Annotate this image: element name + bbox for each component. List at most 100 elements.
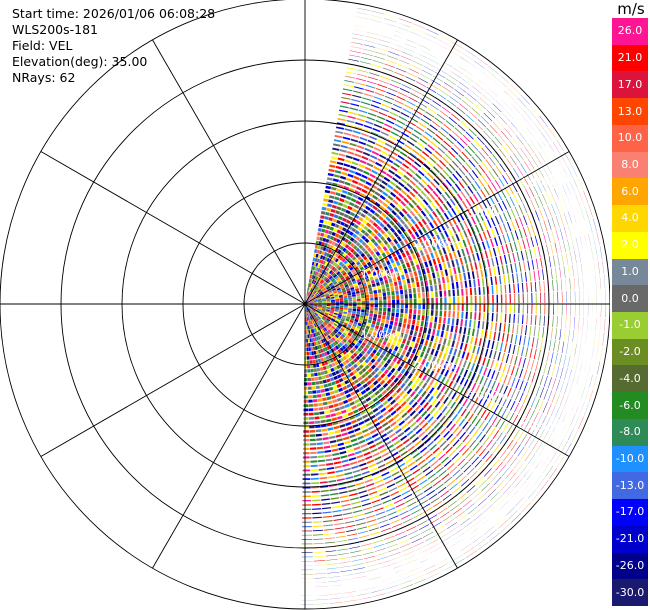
range-gate (406, 140, 415, 147)
range-gate (301, 565, 313, 566)
range-gate (401, 547, 413, 552)
range-gate (337, 157, 345, 162)
range-gate (444, 191, 451, 199)
range-gate (310, 274, 313, 279)
range-gate (313, 306, 318, 309)
range-gate (326, 336, 330, 341)
range-gate (358, 250, 363, 255)
range-label: 5.00km (572, 146, 610, 159)
range-gate (358, 490, 367, 494)
range-gate (403, 216, 409, 222)
range-gate (363, 185, 370, 190)
range-gate (467, 185, 474, 194)
range-gate (348, 297, 352, 300)
range-gate (558, 408, 564, 421)
range-gate (353, 273, 359, 278)
range-gate (309, 301, 314, 303)
range-gate (368, 23, 381, 27)
range-gate (530, 199, 536, 210)
range-gate (388, 278, 393, 283)
range-gate (508, 313, 511, 323)
range-gate (313, 328, 316, 333)
range-gate (357, 69, 369, 73)
range-gate (466, 71, 477, 79)
range-gate (598, 332, 600, 346)
range-gate (340, 318, 345, 322)
range-gate (432, 329, 436, 336)
range-gate (312, 266, 316, 271)
range-gate (565, 253, 569, 265)
range-gate (370, 231, 376, 237)
range-gate (316, 249, 320, 254)
range-gate (438, 316, 442, 324)
range-gate (306, 295, 308, 300)
range-gate (409, 433, 417, 440)
range-gate (306, 296, 309, 301)
range-gate (504, 410, 511, 421)
range-gate (438, 562, 451, 569)
range-gate (413, 246, 418, 253)
range-gate (303, 447, 310, 450)
range-gate (352, 323, 357, 328)
range-gate (429, 54, 441, 61)
range-gate (516, 165, 523, 176)
range-gate (315, 599, 329, 601)
range-gate (314, 258, 318, 262)
range-gate (382, 127, 391, 133)
range-gate (471, 328, 475, 337)
range-gate (348, 308, 352, 311)
range-gate (499, 482, 508, 492)
range-gate (344, 364, 350, 370)
range-gate (554, 242, 558, 254)
range-gate (443, 430, 450, 438)
range-gate (468, 319, 472, 328)
range-gate (333, 281, 338, 285)
range-gate (432, 447, 440, 454)
range-gate (308, 292, 311, 297)
range-gate (320, 419, 326, 424)
range-gate (433, 422, 441, 429)
range-gate (441, 456, 449, 464)
range-gate (379, 523, 390, 528)
range-gate (446, 200, 452, 209)
range-gate (398, 91, 408, 97)
range-gate (430, 202, 437, 209)
range-gate (394, 317, 399, 322)
range-gate (314, 281, 318, 285)
range-gate (409, 191, 416, 198)
range-gate (319, 339, 323, 344)
range-gate (356, 210, 362, 216)
range-gate (479, 386, 485, 395)
range-gate (303, 404, 309, 407)
range-gate (382, 246, 388, 252)
range-gate (379, 300, 383, 304)
range-gate (404, 415, 411, 422)
range-gate (412, 488, 422, 495)
range-gate (423, 565, 436, 571)
range-gate (303, 399, 308, 403)
range-gate (457, 266, 461, 274)
range-gate (498, 224, 504, 234)
range-gate (470, 142, 479, 151)
range-gate (353, 283, 358, 287)
range-gate (362, 282, 367, 287)
range-gate (479, 376, 484, 385)
range-gate (364, 89, 375, 93)
range-gate (538, 400, 544, 412)
range-gate (495, 256, 499, 266)
range-gate (482, 231, 487, 240)
range-gate (306, 295, 308, 300)
range-gate (450, 325, 454, 333)
range-gate (428, 238, 434, 245)
range-gate (335, 286, 340, 290)
range-gate (473, 279, 476, 287)
range-gate (530, 314, 533, 325)
range-gate (321, 329, 325, 333)
range-gate (313, 350, 317, 355)
range-gate (373, 475, 382, 480)
range-gate (593, 218, 597, 232)
range-gate (580, 358, 583, 371)
range-gate (506, 425, 513, 435)
range-gate (498, 97, 508, 106)
range-gate (504, 128, 513, 138)
